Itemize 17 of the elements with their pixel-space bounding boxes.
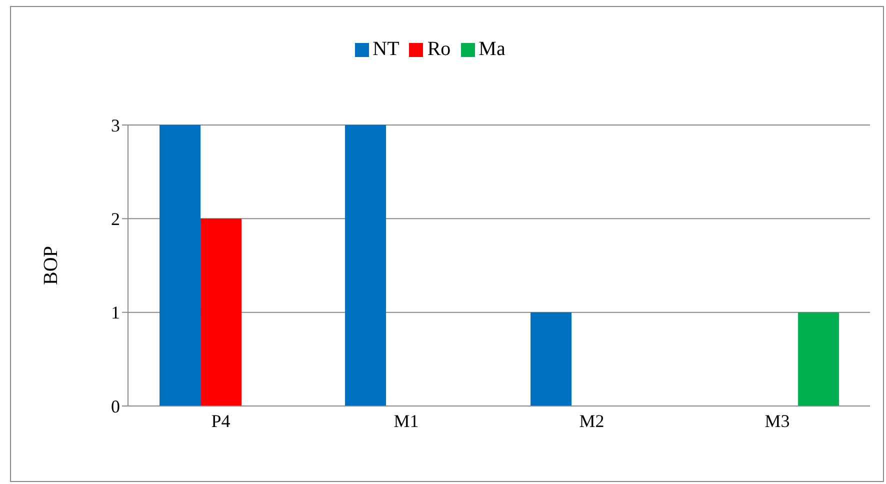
x-tick-label: M2 [579,410,604,431]
legend-label: Ma [478,38,506,60]
x-tick-label: M1 [394,410,419,431]
y-axis-title: BOP [40,246,62,285]
bar [345,125,386,406]
y-tick-label: 3 [111,115,120,136]
bar [160,125,201,406]
legend-label: NT [372,38,400,60]
x-tick-label: P4 [211,410,230,431]
y-tick-label: 0 [111,396,120,416]
y-tick-label: 1 [111,302,120,323]
bar [530,312,572,406]
bar [200,218,242,406]
bar [798,312,840,406]
x-tick-label: M3 [764,410,790,431]
legend-label: Ro [427,38,451,60]
y-tick-label: 2 [111,209,120,230]
